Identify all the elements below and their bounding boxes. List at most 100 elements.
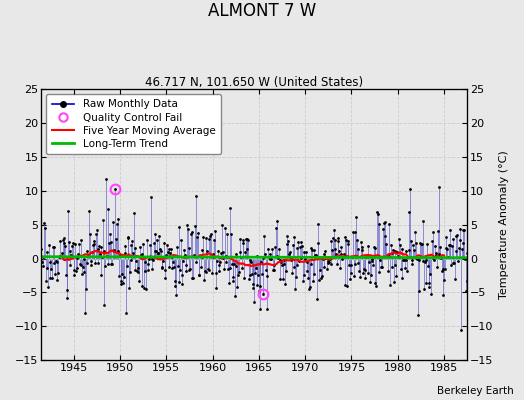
Point — [241, 248, 249, 255]
Point — [356, 239, 365, 245]
Point — [292, 262, 301, 268]
Point — [125, 285, 133, 291]
Point — [326, 261, 335, 268]
Point — [424, 280, 433, 286]
Point — [266, 251, 275, 257]
Point — [370, 244, 378, 250]
Point — [185, 267, 193, 274]
Point — [219, 249, 227, 255]
Point — [122, 310, 130, 316]
Point — [49, 243, 58, 250]
Point — [297, 239, 305, 246]
Point — [455, 226, 464, 232]
Point — [168, 265, 176, 271]
Point — [363, 252, 371, 258]
Point — [377, 264, 386, 270]
Point — [193, 234, 201, 240]
Point — [390, 262, 399, 268]
Point — [251, 270, 259, 276]
Point — [380, 220, 388, 226]
Point — [376, 257, 384, 263]
Point — [129, 210, 138, 217]
Point — [446, 227, 454, 233]
Point — [42, 264, 51, 271]
Point — [359, 270, 367, 276]
Point — [331, 237, 340, 244]
Point — [222, 252, 231, 259]
Point — [343, 240, 352, 247]
Point — [227, 231, 235, 237]
Point — [93, 227, 101, 234]
Point — [354, 246, 363, 252]
Point — [40, 220, 48, 227]
Point — [286, 249, 294, 256]
Point — [160, 240, 168, 246]
Point — [163, 242, 171, 248]
Point — [67, 248, 75, 254]
Point — [361, 266, 369, 273]
Point — [405, 247, 413, 253]
Point — [123, 263, 131, 270]
Point — [86, 262, 95, 268]
Point — [121, 243, 129, 250]
Point — [56, 252, 64, 259]
Point — [152, 248, 160, 254]
Point — [133, 268, 141, 274]
Point — [419, 218, 428, 224]
Point — [43, 249, 51, 255]
Point — [413, 311, 422, 318]
Point — [99, 217, 107, 224]
Point — [199, 234, 208, 240]
Point — [442, 245, 450, 251]
Point — [254, 271, 263, 278]
Point — [259, 291, 268, 298]
Point — [288, 270, 296, 276]
Point — [201, 235, 210, 241]
Point — [377, 264, 385, 270]
Point — [312, 296, 321, 302]
Point — [252, 264, 260, 271]
Point — [354, 260, 362, 266]
Point — [106, 231, 114, 238]
Point — [315, 277, 323, 284]
Point — [165, 264, 173, 270]
Point — [206, 233, 214, 240]
Point — [62, 272, 70, 278]
Point — [226, 265, 234, 272]
Point — [69, 240, 77, 246]
Point — [374, 211, 382, 217]
Point — [391, 248, 400, 254]
Point — [299, 272, 308, 278]
Point — [302, 268, 311, 274]
Point — [335, 248, 343, 255]
Point — [347, 270, 356, 276]
Point — [114, 248, 123, 254]
Point — [373, 208, 381, 215]
Point — [46, 275, 54, 282]
Point — [209, 254, 217, 260]
Point — [387, 264, 396, 270]
Point — [235, 236, 244, 242]
Point — [302, 249, 310, 255]
Point — [321, 248, 330, 254]
Point — [434, 228, 442, 234]
Point — [79, 264, 87, 270]
Point — [134, 264, 142, 271]
Point — [261, 250, 269, 257]
Point — [112, 236, 120, 242]
Point — [395, 236, 403, 242]
Point — [245, 272, 254, 278]
Point — [36, 216, 45, 222]
Point — [54, 269, 62, 276]
Point — [220, 266, 228, 272]
Point — [447, 261, 455, 268]
Point — [434, 251, 443, 257]
Point — [343, 283, 351, 289]
Point — [237, 254, 245, 260]
Point — [415, 257, 423, 263]
Point — [455, 245, 463, 251]
Point — [457, 326, 465, 333]
Point — [327, 238, 335, 244]
Point — [309, 278, 317, 284]
Point — [386, 282, 394, 288]
